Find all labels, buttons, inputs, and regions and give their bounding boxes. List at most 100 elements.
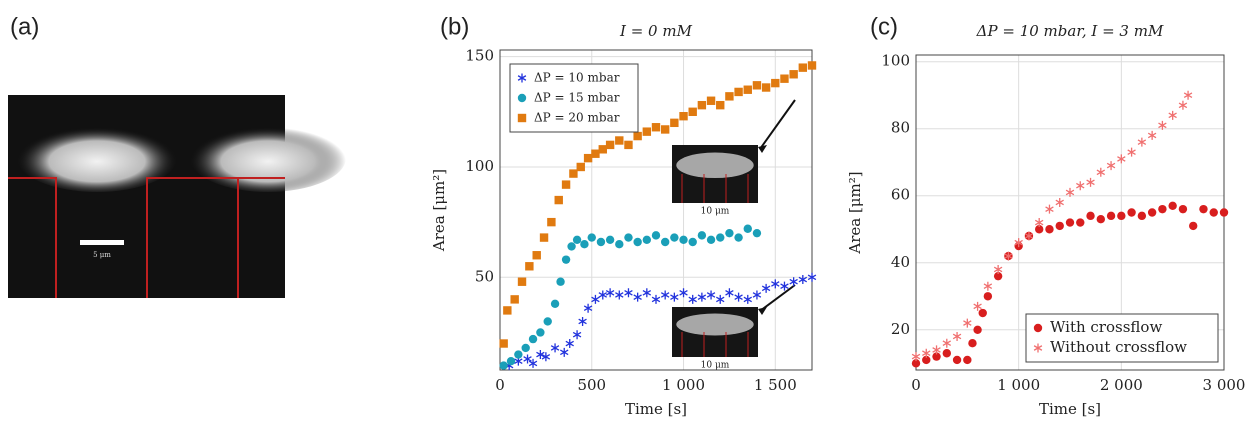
arrow-head [758,145,767,153]
point [569,169,578,178]
legend-label: With crossflow [1050,318,1162,336]
point [932,352,941,361]
point [1035,225,1044,234]
point [615,136,624,145]
point [561,180,571,189]
point [587,233,596,242]
legend-marker [517,113,527,123]
point [670,118,679,128]
point [983,281,993,291]
y-tick-label: 100 [881,52,910,70]
point [1086,211,1095,221]
x-tick-label: 500 [577,376,606,394]
point [1158,120,1167,130]
point [752,290,762,300]
point [725,92,734,101]
inset-glow [676,152,754,179]
point [1147,208,1157,217]
point [605,140,615,150]
point [536,350,545,360]
legend-label: ΔP = 15 mbar [534,91,620,105]
point [1199,204,1208,214]
point [1158,204,1167,214]
point [583,153,593,163]
point [633,131,642,141]
point [1076,218,1085,227]
point [1183,90,1193,100]
point [565,339,574,349]
legend-box [509,63,639,133]
point [591,149,600,158]
point [651,123,661,132]
legend-marker [1033,323,1043,333]
x-tick-label: 1 000 [997,376,1040,394]
point [761,283,771,293]
point [942,349,951,358]
inset-label: 10 μm [701,361,730,371]
point [536,328,545,337]
point [591,294,600,304]
x-tick-label: 1 500 [754,376,797,394]
point [1106,211,1116,221]
y-tick-label: 60 [891,186,910,204]
point [1024,231,1034,241]
point [911,359,921,368]
point [968,338,977,348]
y-tick-label: 100 [465,157,494,175]
point [771,279,780,289]
point [556,277,565,286]
point [1178,204,1188,214]
y-tick-label: 50 [475,267,494,285]
point [1219,208,1229,217]
point [716,233,725,242]
point [706,96,716,105]
legend-marker [1033,343,1043,353]
point [503,306,512,315]
panel-label: (b) [440,13,469,40]
point [578,316,587,326]
point [499,339,508,348]
inset-lines [681,174,749,203]
x-axis-label: Time [s] [625,400,687,418]
point [679,112,688,121]
point [780,74,789,83]
point [789,277,798,287]
point [1034,218,1044,228]
point [1168,201,1177,210]
point [1106,161,1116,171]
point [761,83,771,92]
point [532,251,541,260]
point [670,292,679,302]
point [651,294,661,304]
point [1076,181,1085,191]
x-tick-label: 0 [495,376,505,394]
point [550,343,560,353]
point [1117,211,1126,221]
chart-title: ΔP = 10 mbar, I = 3 mM [976,22,1164,40]
point [688,237,697,247]
point [1014,238,1023,248]
point [583,303,593,313]
point [679,288,688,298]
point [725,288,734,298]
y-tick-label: 40 [891,253,910,271]
point [567,242,576,251]
point [642,288,652,298]
point [510,295,519,304]
point [807,61,817,70]
point [706,235,716,244]
chart-title: I = 0 mM [619,22,693,40]
point [596,237,606,247]
point [554,195,563,205]
point [725,228,734,238]
point [983,292,993,301]
point [1055,197,1064,207]
point [670,233,679,242]
y-axis-label: Area [μm²] [846,171,864,254]
point [752,81,762,90]
y-axis-label: Area [μm²] [430,169,448,252]
point [580,240,589,249]
point [528,334,538,344]
point [1086,177,1095,187]
panel-label: (a) [10,13,39,40]
